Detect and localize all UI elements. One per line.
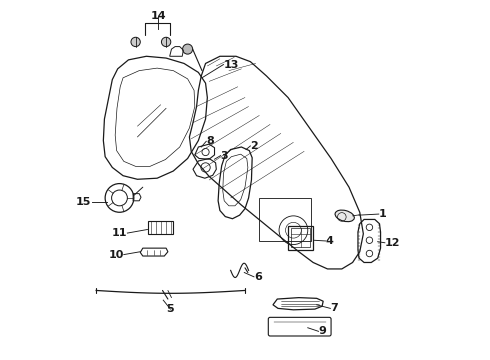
Text: 2: 2 <box>250 141 258 151</box>
Circle shape <box>131 37 140 46</box>
Bar <box>291 228 310 247</box>
Text: 9: 9 <box>318 326 326 336</box>
Text: 14: 14 <box>150 11 166 21</box>
Text: 15: 15 <box>76 197 92 207</box>
Ellipse shape <box>335 210 354 222</box>
Text: 3: 3 <box>220 150 228 161</box>
Bar <box>288 226 313 250</box>
Circle shape <box>183 44 193 54</box>
Text: 12: 12 <box>385 238 400 248</box>
Text: 4: 4 <box>326 236 334 246</box>
Text: 5: 5 <box>167 304 174 314</box>
Text: 7: 7 <box>330 303 338 314</box>
Text: 10: 10 <box>108 249 124 260</box>
Text: 6: 6 <box>254 272 262 282</box>
Text: 11: 11 <box>112 228 127 238</box>
Circle shape <box>161 37 171 46</box>
Text: 13: 13 <box>223 59 239 69</box>
Bar <box>259 198 311 241</box>
Text: 8: 8 <box>206 136 214 146</box>
Text: 1: 1 <box>379 209 387 219</box>
